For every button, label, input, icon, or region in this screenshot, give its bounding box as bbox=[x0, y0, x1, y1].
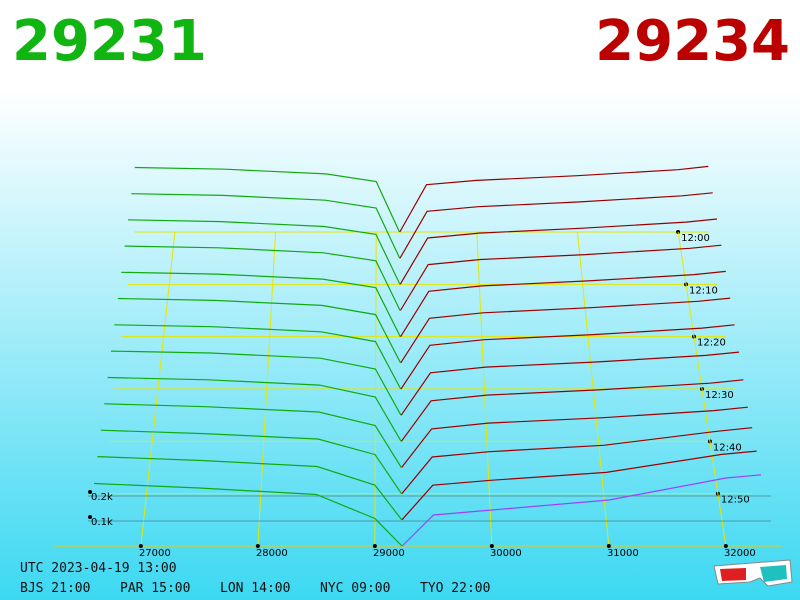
grid-line bbox=[374, 231, 377, 547]
ask-depth-line bbox=[399, 165, 709, 233]
bid-depth-line bbox=[114, 324, 402, 390]
ask-depth-line bbox=[400, 270, 726, 338]
utc-time: UTC 2023-04-19 13:00 bbox=[20, 561, 177, 576]
zone-time: LON 14:00 bbox=[220, 581, 290, 596]
bid-depth-line bbox=[117, 297, 402, 364]
ask-depth-line bbox=[400, 379, 744, 442]
plot: 12:00 12:10 12:20 12:30 12:40 12:50 27000 28000… bbox=[54, 165, 781, 559]
zone-time: BJS 21:00 bbox=[20, 581, 90, 596]
bid-depth-line bbox=[124, 245, 401, 311]
x-tick-label: 27000 bbox=[139, 548, 171, 559]
tick-mark bbox=[255, 544, 260, 548]
tick-mark bbox=[88, 490, 93, 494]
time-tick-label: 12:30 bbox=[705, 390, 734, 401]
bid-depth-line bbox=[127, 219, 401, 285]
ask-depth-line bbox=[400, 297, 731, 364]
x-tick-label: 30000 bbox=[490, 548, 522, 559]
grid-line bbox=[257, 231, 277, 547]
x-tick-label: 29000 bbox=[373, 548, 405, 559]
ask-depth-line bbox=[401, 406, 748, 468]
ask-depth-line bbox=[399, 244, 722, 311]
ask-depth-line bbox=[401, 427, 753, 495]
grid-line bbox=[140, 231, 176, 547]
tick-mark bbox=[606, 544, 611, 548]
bid-price: 29231 bbox=[12, 9, 207, 74]
ask-depth-line bbox=[400, 351, 740, 416]
bid-depth-line bbox=[121, 271, 401, 337]
bid-depth-line bbox=[100, 429, 402, 495]
ask-depth-line bbox=[401, 450, 757, 521]
tick-mark bbox=[489, 544, 494, 548]
zone-time: TYO 22:00 bbox=[420, 581, 490, 596]
ask-depth-line bbox=[400, 324, 735, 390]
ask-depth-line bbox=[401, 474, 762, 547]
grid-line bbox=[476, 231, 493, 547]
bid-depth-line bbox=[110, 350, 402, 416]
time-tick-label: 12:40 bbox=[713, 442, 742, 453]
time-tick-label: 12:00 bbox=[681, 233, 710, 244]
bid-depth-line bbox=[104, 403, 402, 468]
depth-tick-label: 0.2k bbox=[91, 492, 113, 503]
zone-time: PAR 15:00 bbox=[120, 581, 190, 596]
bid-depth-line bbox=[97, 456, 403, 521]
grid-line bbox=[576, 231, 610, 547]
ask-price: 29234 bbox=[595, 9, 790, 74]
x-tick-label: 28000 bbox=[256, 548, 288, 559]
tick-mark bbox=[138, 544, 143, 548]
depth-tick-label: 0.1k bbox=[91, 517, 113, 528]
tick-mark bbox=[723, 544, 728, 548]
time-tick-label: 12:50 bbox=[721, 495, 750, 506]
tick-mark bbox=[372, 544, 377, 548]
ask-depth-line bbox=[399, 218, 718, 285]
bid-depth-line bbox=[107, 376, 402, 442]
ask-depth-line bbox=[399, 192, 713, 259]
bid-depth-line bbox=[134, 166, 401, 233]
time-tick-label: 12:20 bbox=[697, 338, 726, 349]
x-tick-label: 31000 bbox=[607, 548, 639, 559]
grid-line bbox=[677, 231, 727, 547]
zone-time: NYC 09:00 bbox=[320, 581, 390, 596]
3d-glasses-icon bbox=[713, 559, 793, 587]
bid-depth-line bbox=[93, 482, 403, 547]
time-tick-label: 12:10 bbox=[689, 285, 718, 296]
x-tick-label: 32000 bbox=[724, 548, 756, 559]
tick-mark bbox=[88, 515, 93, 519]
bid-depth-line bbox=[131, 193, 401, 259]
